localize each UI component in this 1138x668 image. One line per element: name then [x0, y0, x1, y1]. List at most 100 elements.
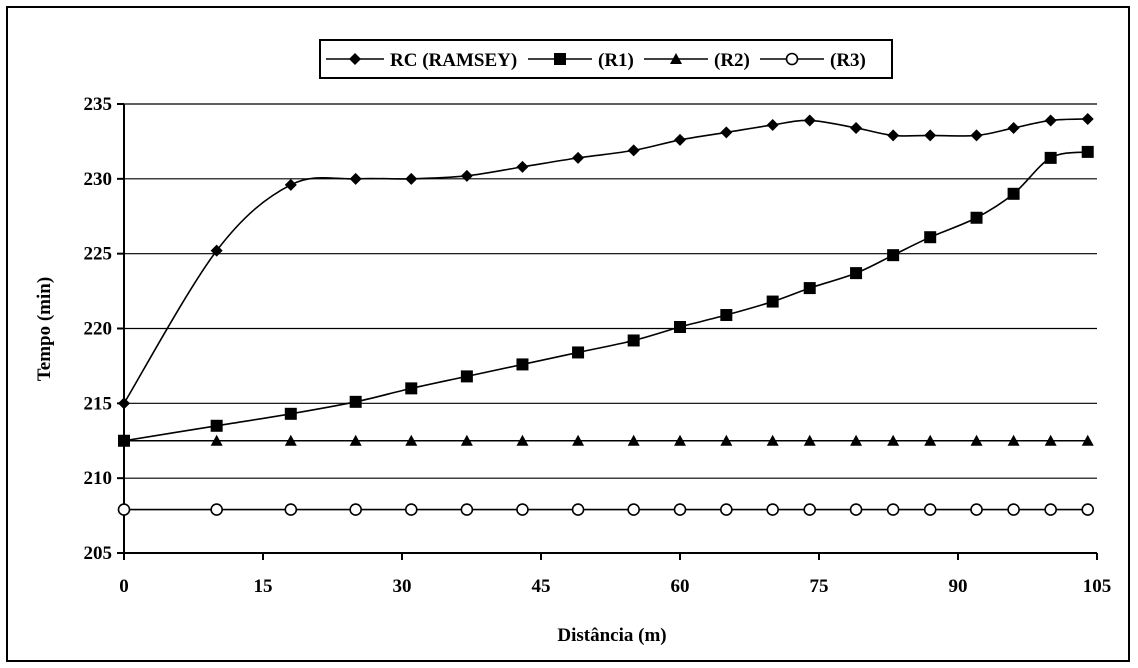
data-point	[886, 503, 900, 516]
data-point	[405, 172, 418, 185]
data-point	[1081, 112, 1094, 125]
data-point	[970, 503, 983, 516]
data-point	[572, 346, 585, 359]
legend-marker	[670, 53, 682, 64]
data-point	[674, 133, 686, 146]
gridlines	[124, 103, 1097, 479]
data-point	[627, 434, 640, 446]
x-tick-label: 90	[949, 576, 968, 597]
data-point	[1081, 145, 1094, 158]
data-point	[1007, 187, 1020, 200]
legend-item: (R1)	[528, 50, 634, 71]
data-point	[1044, 503, 1057, 516]
series-line	[123, 118, 1088, 404]
data-point	[887, 129, 900, 142]
data-point	[850, 434, 863, 446]
legend-item: (R2)	[644, 50, 750, 71]
y-tick-label: 230	[84, 169, 113, 190]
series-group	[117, 112, 1095, 516]
y-tick-label: 225	[84, 244, 113, 265]
data-point	[1081, 503, 1095, 516]
data-point	[887, 249, 900, 262]
x-tick-label: 0	[119, 576, 129, 597]
data-point	[516, 358, 529, 371]
data-point	[850, 267, 863, 280]
data-point	[766, 295, 779, 308]
data-point	[720, 434, 733, 446]
legend-label: RC (RAMSEY)	[390, 50, 517, 71]
data-point	[627, 334, 640, 347]
x-tick-label: 60	[671, 576, 690, 597]
data-point	[1044, 114, 1057, 127]
data-point	[117, 503, 131, 516]
data-point	[803, 282, 816, 295]
data-point	[673, 503, 687, 516]
data-point	[1081, 434, 1094, 446]
data-point	[627, 144, 640, 157]
data-point	[924, 434, 937, 446]
data-point	[349, 395, 362, 408]
legend-marker	[349, 53, 361, 65]
data-point	[210, 503, 223, 516]
data-point	[349, 503, 362, 516]
data-point	[460, 434, 473, 446]
data-point	[460, 169, 473, 182]
data-point	[210, 419, 223, 432]
data-point	[516, 503, 529, 516]
y-tick-label: 215	[84, 393, 113, 414]
data-point	[1044, 151, 1057, 164]
x-tick-label: 105	[1083, 576, 1112, 597]
series-r1	[118, 145, 1094, 447]
x-tick-labels: 0 15 30 45 60 75 90 105	[119, 576, 1111, 597]
legend: RC (RAMSEY) (R1) (R2) (R3)	[319, 39, 893, 79]
legend-label: (R3)	[830, 50, 866, 71]
y-tick-label: 205	[84, 543, 113, 564]
y-tick-label: 235	[84, 94, 113, 115]
data-point	[887, 434, 900, 446]
data-point	[572, 151, 585, 164]
data-point	[850, 121, 863, 134]
legend-label: (R1)	[598, 50, 634, 71]
data-point	[720, 126, 733, 139]
data-point	[210, 434, 223, 446]
x-tick-label: 15	[254, 576, 273, 597]
data-point	[118, 397, 130, 410]
data-point	[923, 503, 937, 516]
data-point	[405, 382, 418, 395]
data-point	[284, 407, 297, 420]
data-point	[766, 503, 779, 516]
data-point	[210, 244, 223, 257]
data-point	[720, 503, 733, 516]
data-point	[970, 129, 983, 142]
data-point	[404, 503, 418, 516]
legend-item: RC (RAMSEY)	[326, 50, 517, 71]
x-axis-label: Distância (m)	[557, 625, 666, 646]
data-point	[766, 434, 779, 446]
data-point	[627, 503, 640, 516]
data-point	[674, 321, 686, 334]
series-r3	[117, 503, 1095, 516]
data-point	[970, 434, 983, 446]
data-point	[803, 503, 817, 516]
axes	[117, 103, 1098, 560]
data-point	[460, 503, 474, 516]
legend-item: (R3)	[760, 50, 866, 71]
legend-marker	[554, 53, 566, 65]
data-point	[118, 434, 130, 446]
data-point	[284, 503, 298, 516]
data-point	[849, 503, 863, 516]
legend-marker	[785, 52, 799, 66]
x-tick-label: 45	[532, 576, 551, 597]
data-point	[349, 434, 362, 446]
data-point	[571, 503, 585, 516]
series-r2	[118, 434, 1094, 446]
data-point	[924, 129, 937, 142]
series-rc-ramsey	[118, 112, 1094, 410]
data-point	[405, 434, 418, 446]
y-tick-labels: 205 210 215 220 225 230 235	[84, 94, 113, 564]
series-line	[123, 151, 1088, 442]
data-point	[1044, 434, 1057, 446]
legend-label: (R2)	[714, 50, 750, 71]
data-point	[1007, 503, 1020, 516]
